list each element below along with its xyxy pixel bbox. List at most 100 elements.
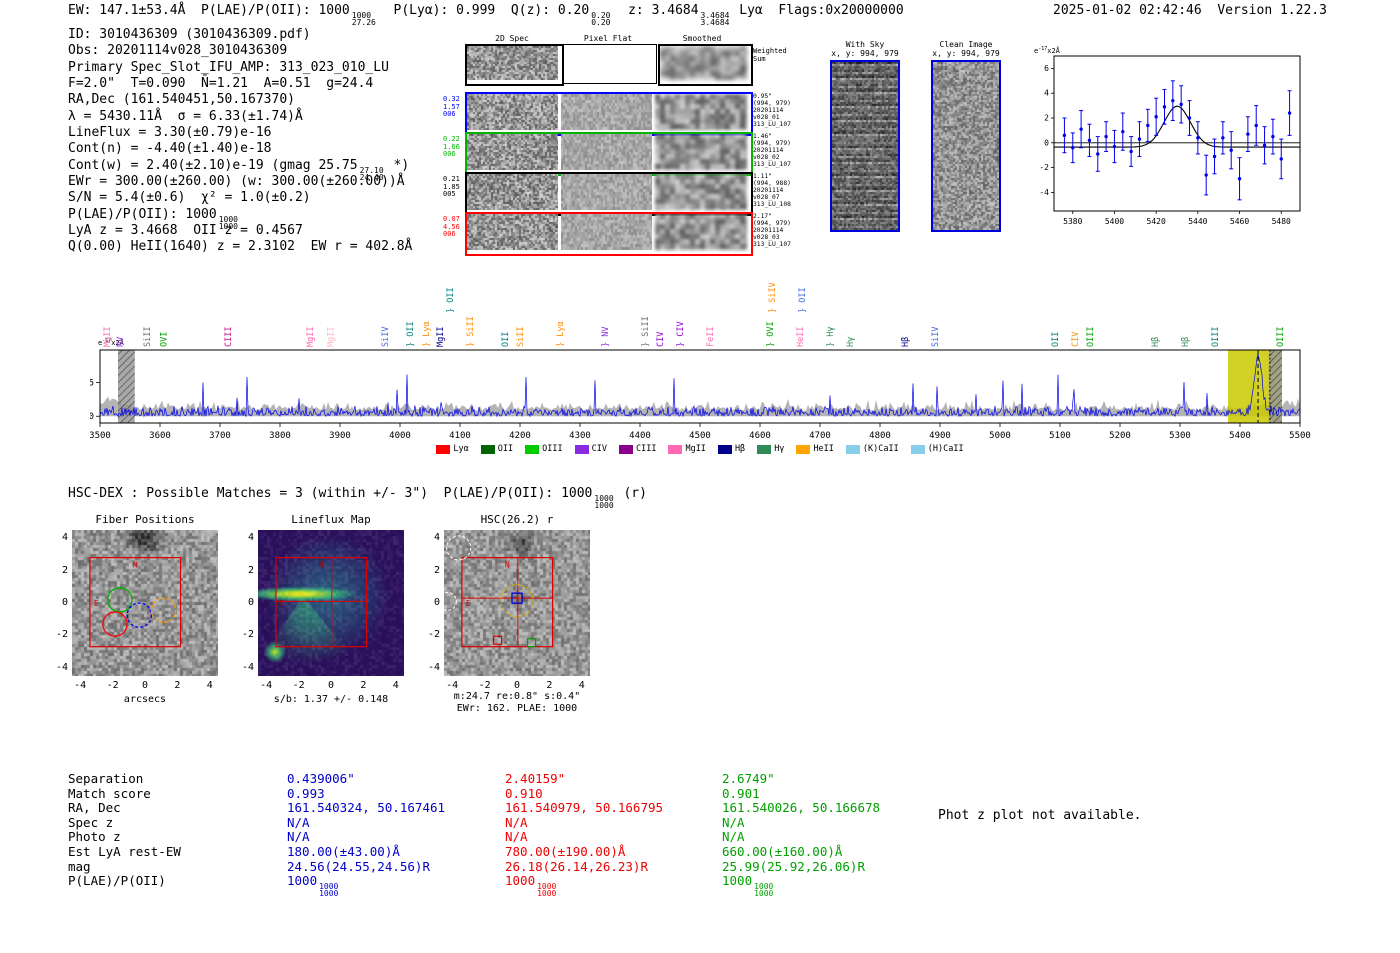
legend-item: Hβ [717,444,745,454]
info-line: λ = 5430.11Å σ = 6.33(±1.74)Å [68,109,412,125]
svg-text:HeII: HeII [796,327,806,347]
stack-top: 0.20 [591,11,611,20]
svg-text:MgII: MgII [436,327,446,347]
info-line: v028_02 [753,153,780,161]
info-line: v028_07 [753,193,780,201]
match-row-label: Spec z [68,814,114,830]
match-row-label: Photo z [68,829,121,845]
stack-top: 1000 [218,214,238,224]
svg-text:} CIV: } CIV [676,321,686,347]
svg-text:CIV: CIV [1071,332,1081,347]
svg-text:MgII: MgII [103,327,113,347]
svg-text:4: 4 [1044,89,1049,98]
stack-top: 1000 [594,494,614,503]
svg-text:} OII: } OII [798,287,808,313]
legend-swatch [796,444,811,454]
legend-label: CIV [591,444,607,454]
legend-label: MgII [685,444,706,454]
summary-header: EW: 147.1±53.4Å P(LAE)/P(OII): 1000 1000 2… [68,3,904,27]
weight-line: 0.07 [443,215,460,223]
text-run: Cont(n) = -4.40(±1.40)e-18 [68,141,272,157]
info-line: Cont(w) = 2.40(±2.10)e-19 (gmag 25.75 27.… [68,157,412,182]
panel-ytick-label: 4 [433,532,440,544]
match-cell: 25.99(25.92,26.06)R [722,858,865,874]
photz-note: Phot z plot not available. [938,808,1142,823]
stack-top: 1000 [537,882,557,892]
svg-text:3700: 3700 [209,431,231,441]
text-run: Cont(w) = 2.40(±2.10)e-19 (gmag 25.75 [68,157,358,173]
svg-text:E: E [280,599,285,608]
svg-text:0: 0 [1044,138,1049,147]
emission-line-fit-plot: -4 -2 0 2 4 6 5380 5400 5420 5440 5460 5480 e-17x2Å [1034,46,1301,226]
svg-text:SiII: SiII [516,327,526,347]
noise-image [660,46,747,80]
svg-text:N: N [505,561,510,570]
panel-xtick-label: 0 [141,680,149,691]
stack-top: 3.4684 [700,11,730,20]
svg-text:4100: 4100 [449,431,471,441]
svg-text:} SiII: } SiII [641,316,651,347]
svg-text:SiII: SiII [143,327,153,347]
svg-text:} Lyα: } Lyα [422,321,432,347]
text-run: EW: 147.1±53.4Å P(LAE)/P(OII): 1000 [68,3,350,18]
svg-text:} SiII: } SiII [466,316,476,347]
match-cell: 2.6749" [722,771,775,786]
spec2d-row-weights: 0.21 1.85 005 [443,175,463,199]
info-line: EWr = 300.00(±260.00) (w: 300.00(±260.00… [68,174,412,190]
match-cell: 2.40159" [505,771,566,786]
legend-item: HeII [796,444,834,454]
svg-text:N: N [133,561,138,570]
timestamp-version: 2025-01-02 02:42:46 Version 1.22.3 [1053,3,1327,18]
match-cell: 780.00(±190.00)Å [505,843,626,859]
noise-image [655,214,747,250]
svg-text:5460: 5460 [1230,217,1249,226]
svg-text:E: E [94,599,99,608]
svg-text:FeII: FeII [706,327,716,347]
spec2d-weighted-smoothed [658,44,753,86]
noise-image [467,214,558,250]
svg-text:NV: NV [116,337,126,347]
match-cell: 161.540979, 50.166795 [505,800,664,816]
spec2d-row-info: 1.11" (994, 988) 20201114 v028_07 313_LU_108 [753,173,791,209]
panel-xtick-label: 4 [392,680,399,691]
svg-text:Hβ: Hβ [901,337,911,347]
info-line: (994, 979) [753,139,791,147]
panel-xtick-label: -4 [74,680,87,691]
legend-swatch [480,444,495,454]
panel-xtick-label: -2 [478,680,491,691]
svg-text:} OVI: } OVI [766,321,776,347]
fiber-positions-image [72,530,218,676]
match-row-label: Est LyA rest-EW [68,843,181,859]
legend-swatch [910,444,925,454]
svg-text:3600: 3600 [149,431,171,441]
fiber-xlabel: arcsecs [123,694,167,705]
svg-text:5200: 5200 [1109,431,1131,441]
info-line: LyA z = 3.4668 OII z = 0.4567 [68,223,412,239]
stacked-fraction: 1000 27.26 [352,12,376,27]
text-run: F=2.0" T=0.090 N̄=1.21 A=0.51 g=24.4 [68,76,374,92]
detection-info-block: ID: 3010436309 (3010436309.pdf) Obs: 2020… [68,27,412,256]
match-cell: 180.00(±43.00)Å [287,843,400,859]
spec2d-col-header: Smoothed [682,34,722,43]
stack-bottom: 1000 [754,889,774,899]
weight-line: 1.57 [443,102,460,111]
stack-top: 1000 [319,882,339,892]
panel-ytick-label: 0 [61,597,68,608]
svg-text:Hβ: Hβ [1181,337,1191,347]
svg-text:5500: 5500 [1289,431,1311,441]
fiber-positions-overlay: NE [89,557,182,648]
info-line: S/N = 5.4(±0.6) χ² = 1.0(±0.2) [68,190,412,206]
stack-bottom: 24.40 [359,172,384,182]
stack-bottom: 1000 [218,221,238,231]
svg-text:5420: 5420 [1147,217,1166,226]
info-line: 0.95" [753,93,772,100]
stacked-fraction: 1000 1000 [537,882,557,898]
hsc-caption-2: EWr: 162. PLAE: 1000 [456,703,578,714]
svg-text:4700: 4700 [809,431,831,441]
svg-text:-2: -2 [1039,163,1049,172]
match-cell: 161.540026, 50.166678 [722,800,881,816]
hsc-cutout-title: HSC(26.2) r [480,513,554,526]
panel-ytick-label: -4 [241,661,254,673]
spec2d-row-info: 0.95" (994, 979) 20201114 v028_01 313_LU_107 [753,93,791,129]
match-cell: 26.18(26.14,26.23)R [505,858,648,874]
